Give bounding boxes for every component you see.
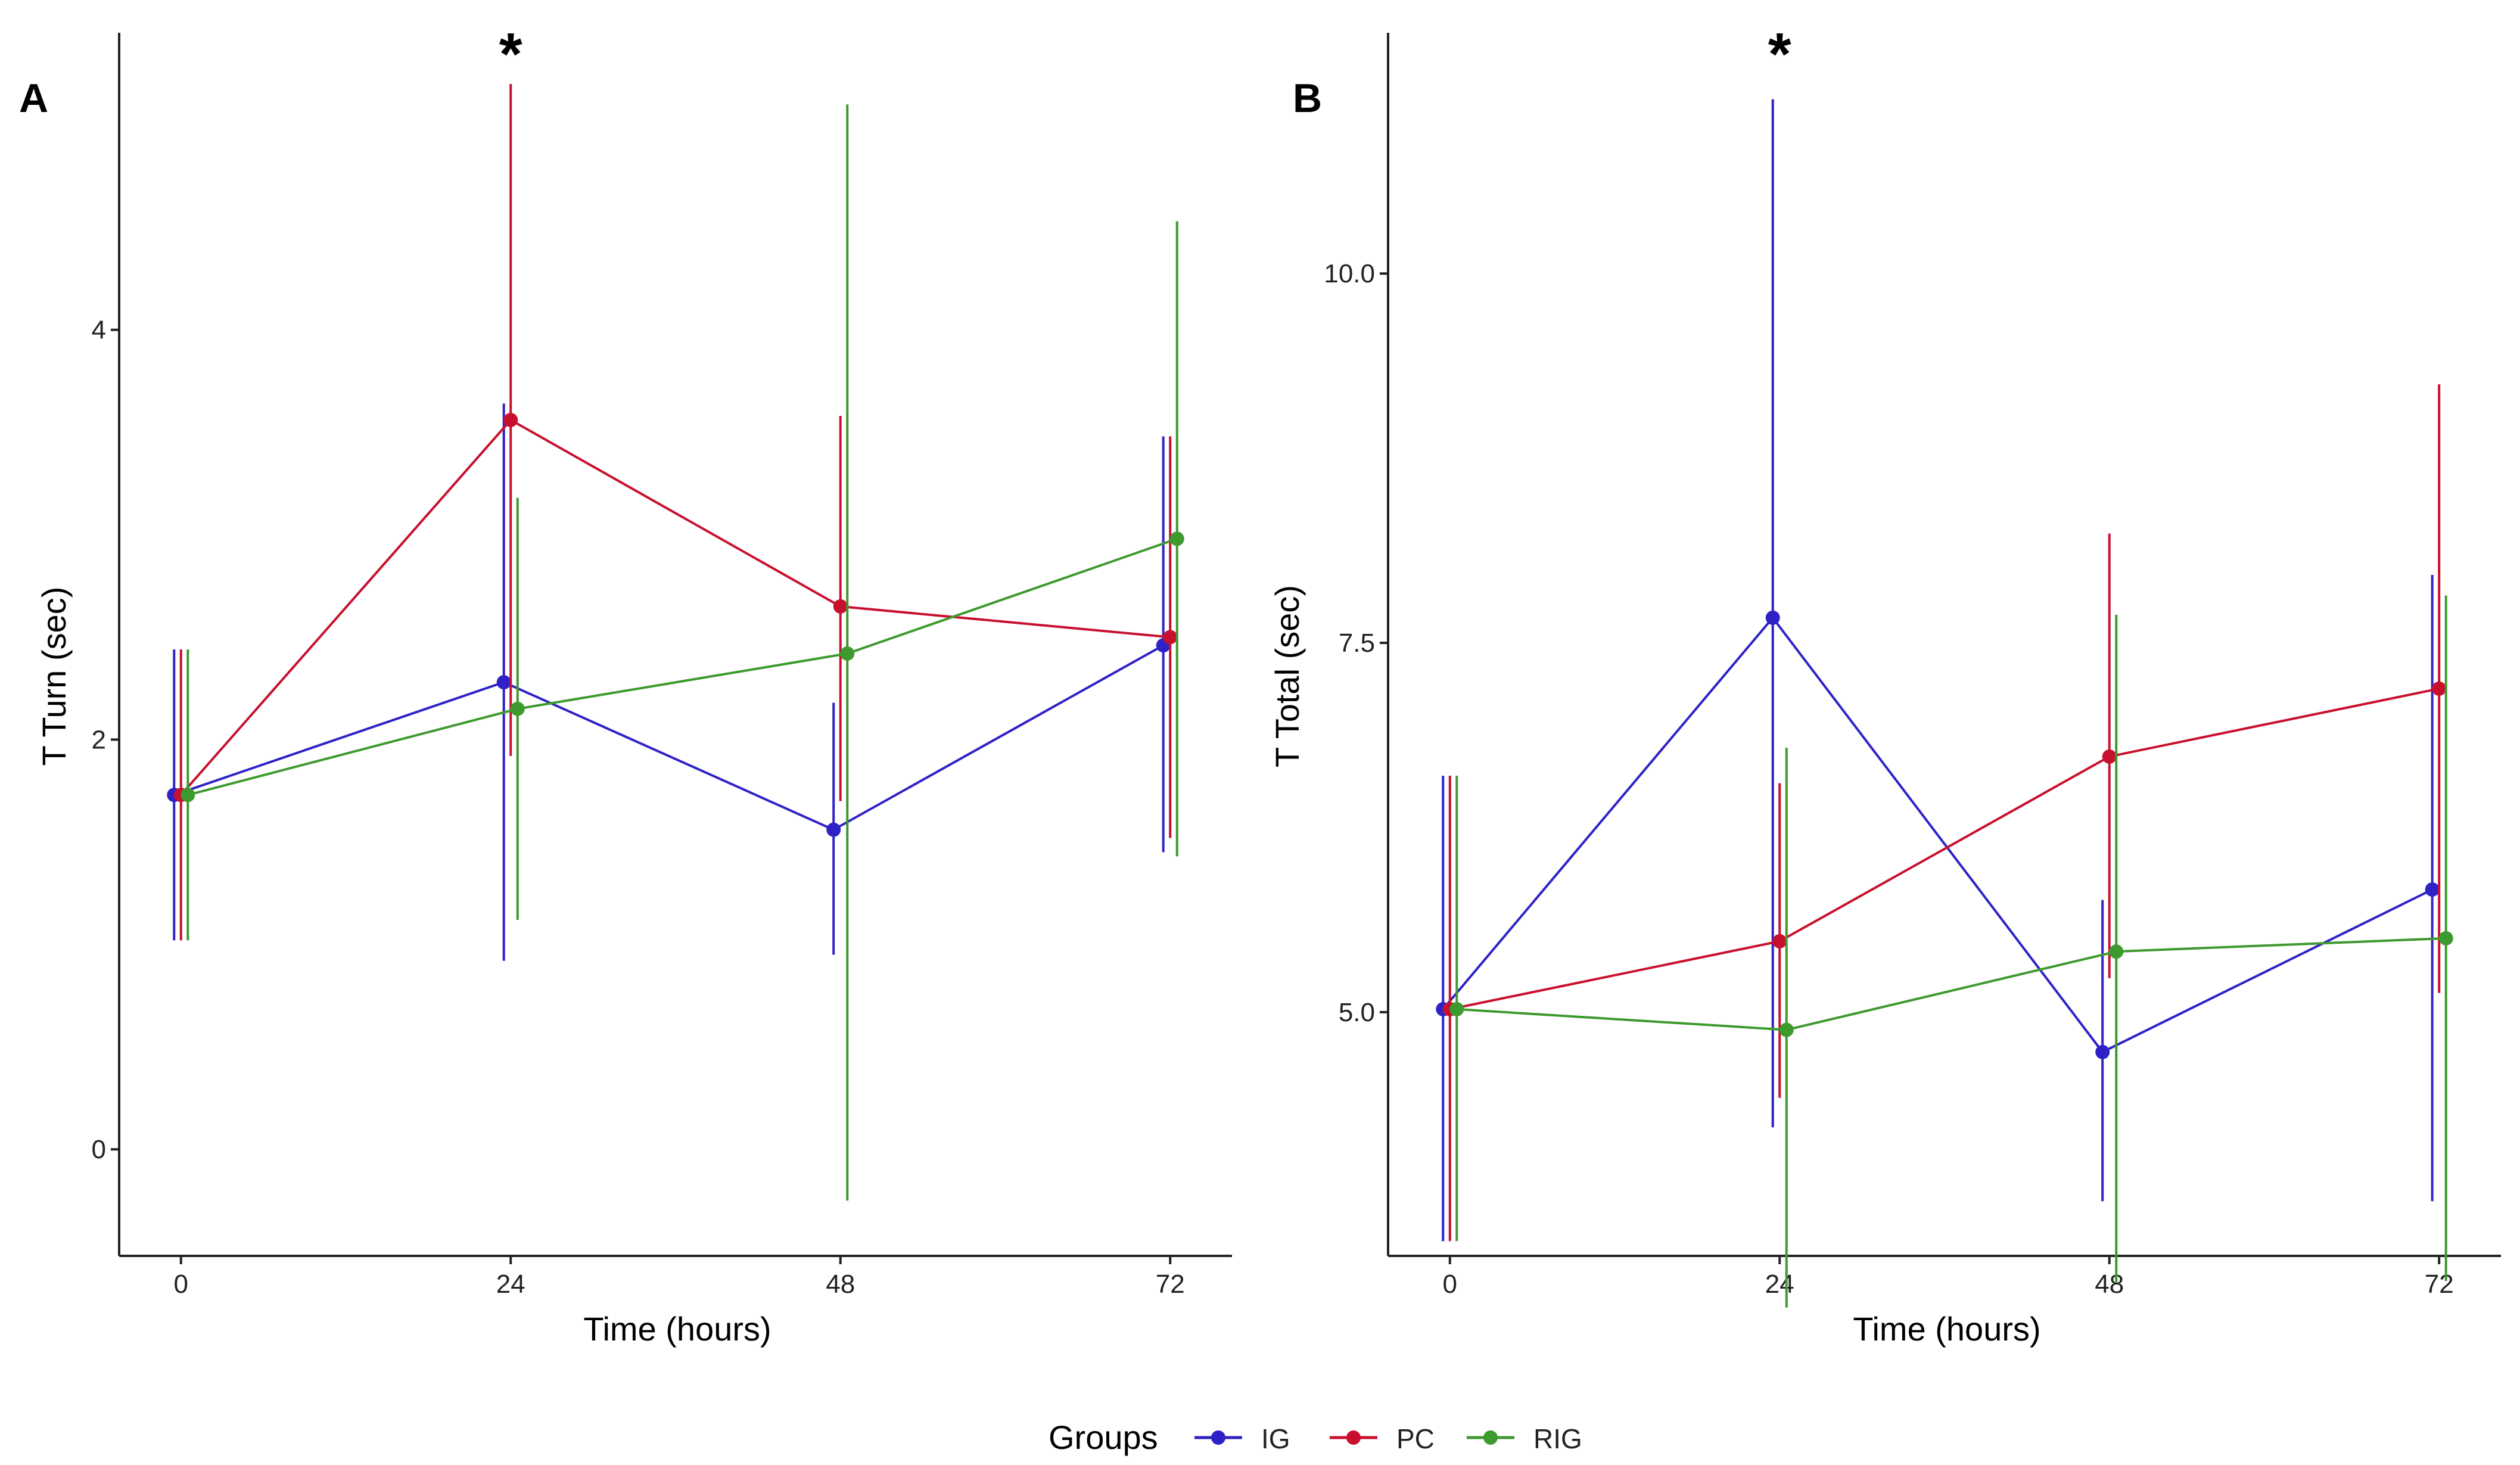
- data-point: [2095, 1044, 2110, 1059]
- series-pc: [173, 83, 1178, 941]
- panel-letter: A: [19, 76, 48, 121]
- data-point: [2109, 944, 2124, 959]
- data-point: [510, 701, 525, 716]
- x-axis-title: Time (hours): [1853, 1310, 2040, 1348]
- series-rig: [1449, 595, 2453, 1308]
- data-point: [1163, 630, 1178, 645]
- panel-b: B 5.0 7.5 10.0 0 24 48 72 * Time (hours) T Tot…: [1268, 21, 2501, 1348]
- series-line: [180, 418, 1171, 796]
- series-line: [1449, 687, 2440, 1010]
- series-line: [187, 537, 1178, 797]
- series-line: [1457, 937, 2446, 1031]
- y-tick-label: 4: [92, 316, 106, 345]
- series-line: [173, 644, 1164, 831]
- x-tick-label: 0: [174, 1270, 188, 1299]
- data-point: [181, 788, 195, 803]
- legend-label: PC: [1396, 1423, 1435, 1454]
- y-tick-label: 10.0: [1324, 259, 1375, 288]
- x-tick-label: 48: [2095, 1270, 2124, 1299]
- y-axis-title: T Total (sec): [1268, 585, 1306, 767]
- series-pc: [1442, 384, 2447, 1242]
- data-point: [2438, 931, 2453, 945]
- data-point: [1772, 934, 1787, 948]
- y-tick-label: 5.0: [1339, 998, 1375, 1027]
- x-tick-label: 48: [826, 1270, 855, 1299]
- data-point: [1449, 1001, 1464, 1016]
- data-point: [1765, 610, 1780, 625]
- series-ig: [1436, 99, 2440, 1242]
- data-point: [840, 646, 855, 661]
- legend-key-point: [1211, 1430, 1225, 1445]
- data-point: [826, 822, 841, 837]
- legend-label: IG: [1261, 1423, 1290, 1454]
- significance-marker: *: [499, 21, 522, 88]
- legend: Groups IG PC RIG: [1049, 1419, 1582, 1456]
- legend-label: RIG: [1533, 1423, 1582, 1454]
- data-point: [503, 412, 518, 427]
- data-point: [1779, 1022, 1794, 1037]
- y-tick-label: 0: [92, 1135, 106, 1164]
- data-point: [1169, 531, 1184, 546]
- legend-key-point: [1346, 1430, 1361, 1445]
- series-line: [1442, 615, 2433, 1054]
- series-ig: [167, 403, 1171, 961]
- legend-key-point: [1483, 1430, 1498, 1445]
- x-tick-label: 24: [496, 1270, 525, 1299]
- x-tick-label: 72: [1156, 1270, 1185, 1299]
- plot-area: 5.0 7.5 10.0 0 24 48 72: [1324, 33, 2501, 1308]
- series-rig: [181, 104, 1184, 1201]
- data-point: [2425, 882, 2440, 897]
- data-point: [496, 675, 511, 690]
- legend-title: Groups: [1049, 1419, 1158, 1456]
- y-axis-title: T Turn (sec): [35, 587, 73, 766]
- x-axis-title: Time (hours): [583, 1310, 771, 1348]
- data-point: [2102, 749, 2117, 764]
- legend-item-ig: IG: [1194, 1423, 1290, 1454]
- legend-item-pc: PC: [1330, 1423, 1435, 1454]
- x-tick-label: 0: [1443, 1270, 1457, 1299]
- significance-marker: *: [1768, 21, 1791, 88]
- legend-item-rig: RIG: [1467, 1423, 1582, 1454]
- x-tick-label: 72: [2425, 1270, 2454, 1299]
- data-point: [2432, 681, 2447, 696]
- y-tick-label: 2: [92, 725, 106, 754]
- x-tick-label: 24: [1765, 1270, 1794, 1299]
- data-point: [833, 599, 848, 614]
- panel-letter: B: [1293, 76, 1322, 121]
- y-tick-label: 7.5: [1339, 629, 1375, 658]
